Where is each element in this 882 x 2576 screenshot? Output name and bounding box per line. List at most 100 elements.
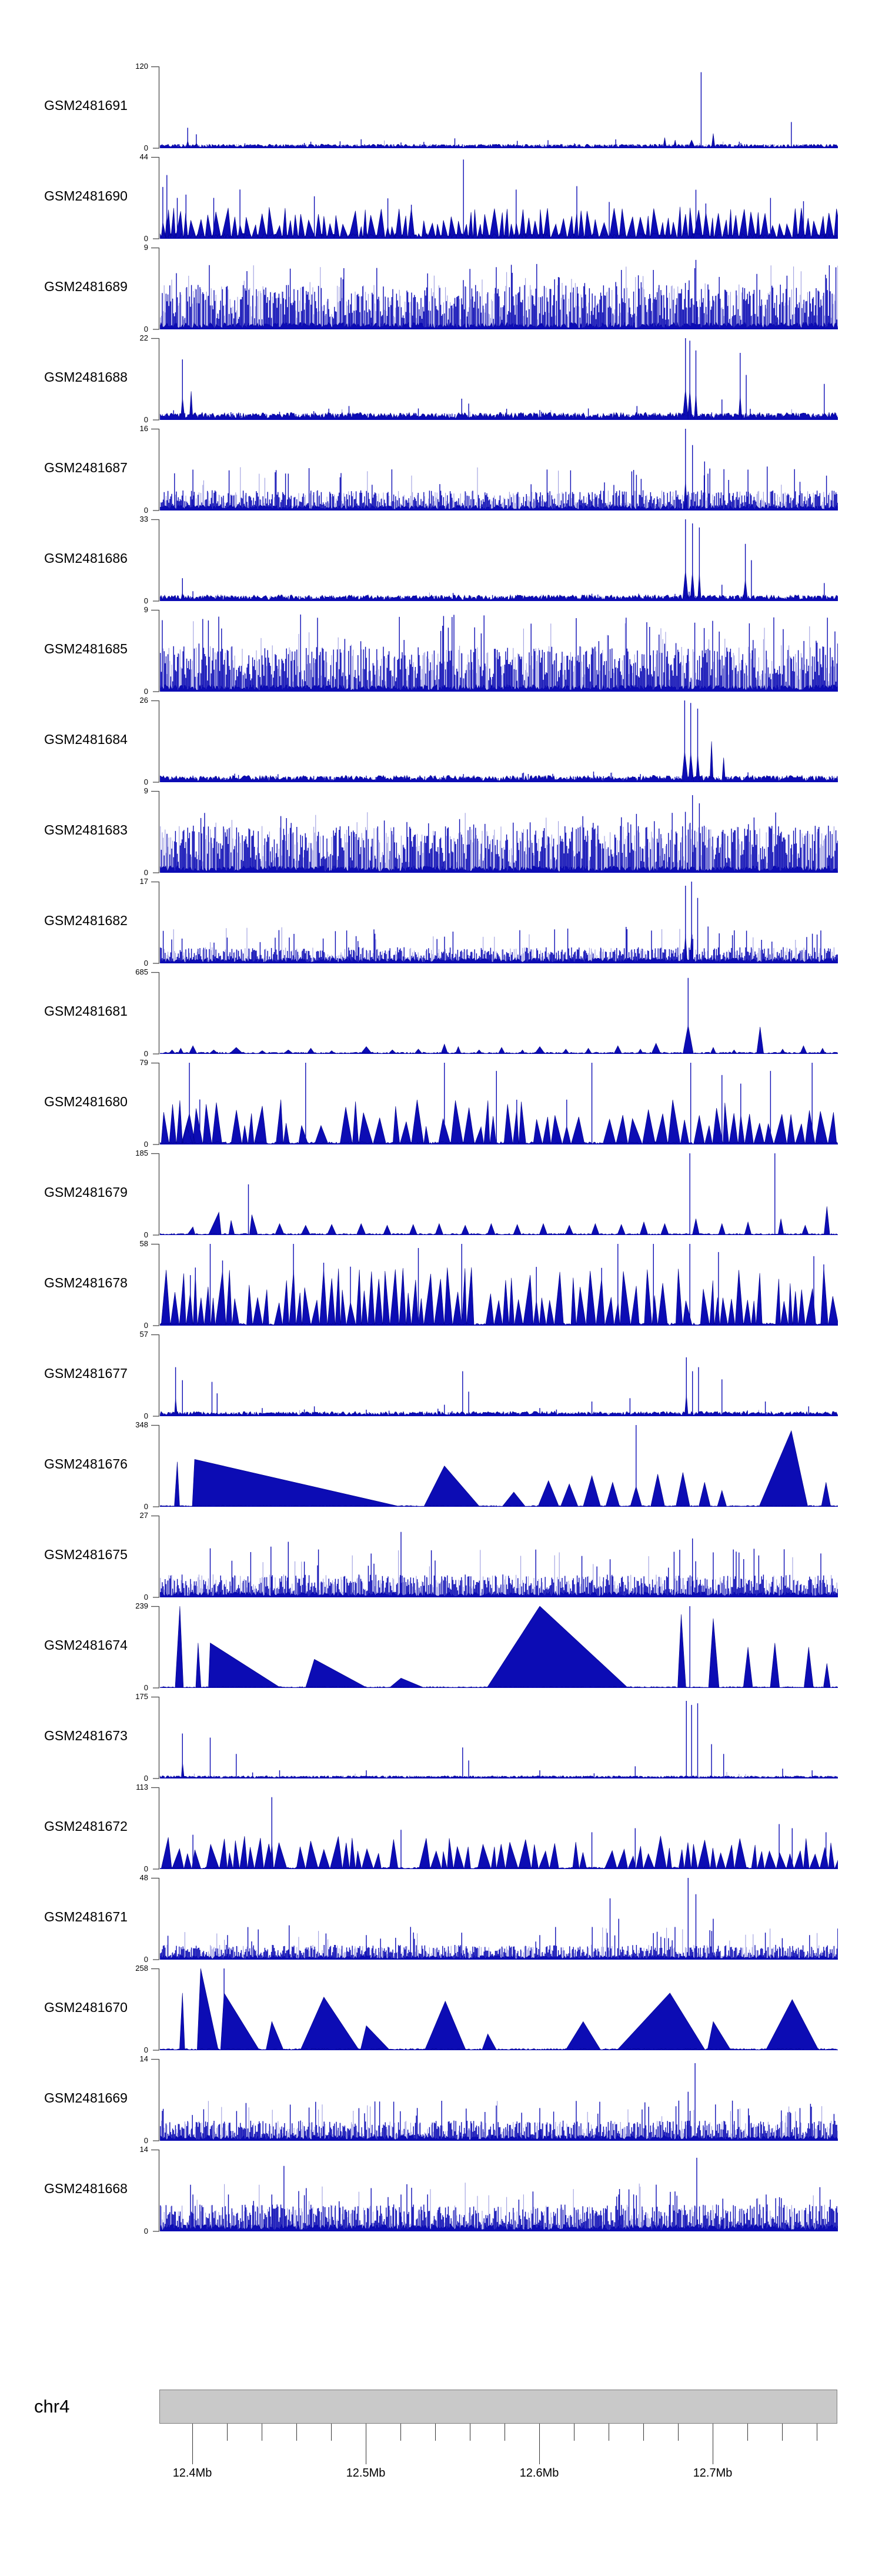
track-y-axis: [151, 609, 160, 692]
track-y-axis: [151, 1877, 160, 1960]
track-y-axis: [151, 156, 160, 239]
track-ymax-label: 120: [135, 62, 148, 71]
track-y-axis: [151, 1515, 160, 1598]
track-ymax-label: 48: [139, 1873, 148, 1882]
signal-plot: [160, 977, 838, 1054]
scale-tick-label: 12.5Mb: [346, 2467, 386, 2480]
track-label: GSM2481684: [44, 732, 128, 747]
track-y-axis: [151, 2058, 160, 2141]
track-label: GSM2481682: [44, 913, 128, 928]
track-ymax-label: 44: [139, 152, 148, 161]
scale-tick-label: 12.6Mb: [519, 2467, 559, 2480]
track-row: GSM2481672 113 0: [0, 1783, 882, 1878]
track-ymax-label: 17: [139, 877, 148, 886]
track-label: GSM2481681: [44, 1003, 128, 1019]
signal-plot: [160, 2063, 838, 2141]
track-zero-label: 0: [143, 1774, 148, 1783]
track-ymax-label: 9: [143, 786, 148, 795]
signal-plot: [160, 259, 838, 329]
track-ymax-label: 16: [139, 424, 148, 433]
scale-tick-label: 12.7Mb: [693, 2467, 733, 2480]
track-row: GSM2481669 14 0: [0, 2055, 882, 2150]
signal-plot: [160, 1701, 838, 1778]
track-ymax-label: 58: [139, 1239, 148, 1248]
track-label: GSM2481675: [44, 1547, 128, 1562]
track-row: GSM2481685 9 0: [0, 606, 882, 700]
track-zero-label: 0: [143, 506, 148, 515]
track-row: GSM2481686 33 0: [0, 515, 882, 610]
track-y-axis: [151, 1334, 160, 1417]
track-ymax-label: 9: [143, 605, 148, 614]
track-row: GSM2481674 239 0: [0, 1602, 882, 1697]
chromosome-label: chr4: [34, 2396, 70, 2417]
signal-plot: [160, 882, 838, 963]
signal-plot: [160, 614, 838, 692]
track-zero-label: 0: [143, 2227, 148, 2235]
track-row: GSM2481682 17 0: [0, 877, 882, 972]
track-row: GSM2481676 348 0: [0, 1421, 882, 1516]
track-y-axis: [151, 247, 160, 330]
signal-plot: [160, 795, 838, 873]
track-y-axis: [151, 1787, 160, 1870]
signal-plot: [160, 72, 838, 148]
signal-plot: [160, 1606, 838, 1688]
track-ymax-label: 258: [135, 1964, 148, 1973]
track-label: GSM2481672: [44, 1818, 128, 1834]
track-ymax-label: 26: [139, 696, 148, 705]
track-row: GSM2481678 58 0: [0, 1240, 882, 1334]
track-label: GSM2481679: [44, 1184, 128, 1200]
track-zero-label: 0: [143, 1955, 148, 1964]
track-y-axis: [151, 1424, 160, 1507]
track-label: GSM2481688: [44, 369, 128, 385]
track-zero-label: 0: [143, 959, 148, 967]
track-zero-label: 0: [143, 1593, 148, 1601]
track-row: GSM2481668 14 0: [0, 2145, 882, 2240]
track-ymax-label: 22: [139, 333, 148, 342]
signal-plot: [160, 1244, 838, 1326]
track-row: GSM2481670 258 0: [0, 1964, 882, 2059]
signal-plot: [160, 1063, 838, 1144]
signal-plot: [160, 1797, 838, 1869]
track-zero-label: 0: [143, 325, 148, 333]
track-ymax-label: 239: [135, 1601, 148, 1610]
track-zero-label: 0: [143, 1140, 148, 1149]
track-ymax-label: 9: [143, 243, 148, 252]
track-ymax-label: 14: [139, 2054, 148, 2063]
track-zero-label: 0: [143, 144, 148, 152]
track-label: GSM2481680: [44, 1094, 128, 1109]
track-label: GSM2481689: [44, 279, 128, 294]
track-row: GSM2481671 48 0: [0, 1874, 882, 1968]
signal-plot: [160, 338, 838, 420]
track-label: GSM2481676: [44, 1456, 128, 1471]
track-row: GSM2481683 9 0: [0, 787, 882, 882]
track-zero-label: 0: [143, 2046, 148, 2054]
track-label: GSM2481683: [44, 822, 128, 837]
track-ymax-label: 14: [139, 2145, 148, 2154]
track-y-axis: [151, 1968, 160, 2051]
track-y-axis: [151, 2149, 160, 2232]
track-y-axis: [151, 700, 160, 783]
track-row: GSM2481677 57 0: [0, 1330, 882, 1425]
track-label: GSM2481677: [44, 1366, 128, 1381]
track-label: GSM2481673: [44, 1728, 128, 1743]
track-y-axis: [151, 790, 160, 873]
track-zero-label: 0: [143, 778, 148, 786]
track-zero-label: 0: [143, 1321, 148, 1330]
track-row: GSM2481673 175 0: [0, 1693, 882, 1787]
signal-plot: [160, 2157, 838, 2231]
track-y-axis: [151, 428, 160, 511]
track-zero-label: 0: [143, 234, 148, 243]
track-zero-label: 0: [143, 2136, 148, 2145]
signal-plot: [160, 1153, 838, 1235]
track-zero-label: 0: [143, 868, 148, 877]
signal-plot: [160, 519, 838, 601]
track-label: GSM2481678: [44, 1275, 128, 1290]
signal-plot: [160, 1357, 838, 1416]
track-zero-label: 0: [143, 687, 148, 696]
track-y-axis: [151, 1606, 160, 1689]
track-ymax-label: 33: [139, 515, 148, 523]
track-y-axis: [151, 1696, 160, 1779]
signal-plot: [160, 429, 838, 510]
track-zero-label: 0: [143, 596, 148, 605]
